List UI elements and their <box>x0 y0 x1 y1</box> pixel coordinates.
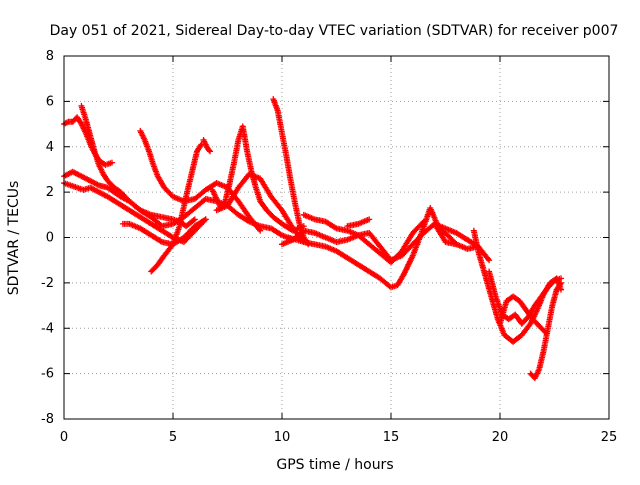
x-tick-label: 25 <box>601 430 618 445</box>
series-arc-6 <box>137 127 264 234</box>
series-arc-20 <box>527 279 565 382</box>
data-point-trail <box>346 217 371 229</box>
data-point-trail <box>215 171 306 244</box>
data-point-trail <box>149 142 204 274</box>
y-tick-label: 4 <box>46 140 54 155</box>
series-arc-15 <box>344 216 373 230</box>
data-point <box>207 148 214 155</box>
data-point-trail <box>201 138 212 154</box>
data-point-trail <box>302 212 426 265</box>
x-tick-label: 10 <box>274 430 291 445</box>
y-tick-label: -8 <box>41 412 54 427</box>
y-tick-label: -2 <box>41 276 54 291</box>
data-points <box>61 96 565 382</box>
y-tick-label: 2 <box>46 185 54 200</box>
data-point-trail <box>210 125 306 233</box>
data-point-trail <box>497 294 548 335</box>
gridlines <box>64 56 609 419</box>
x-tick-label: 20 <box>492 430 509 445</box>
series-arc-16 <box>431 220 493 264</box>
x-tick-label: 0 <box>60 430 68 445</box>
plot-frame <box>63 55 610 420</box>
series-arc-5 <box>119 216 209 248</box>
x-tick-label: 15 <box>383 430 400 445</box>
y-tick-label: 0 <box>46 231 54 246</box>
series-arc-7 <box>148 141 205 275</box>
data-point-trail <box>79 104 197 229</box>
chart-title: Day 051 of 2021, Sidereal Day-to-day VTE… <box>50 23 619 39</box>
y-axis-label: SDTVAR / TECUs <box>6 181 22 296</box>
data-point-trail <box>528 281 564 380</box>
series-arc-14 <box>300 211 427 266</box>
y-tick-label: -6 <box>41 367 54 382</box>
series-arc-4 <box>78 102 198 230</box>
y-tick-label: 6 <box>46 94 54 109</box>
series-arc-11 <box>270 96 312 248</box>
data-point-trail <box>270 97 311 246</box>
y-tick-label: -4 <box>41 321 54 336</box>
x-axis-label: GPS time / hours <box>276 457 393 473</box>
series-arc-19 <box>497 293 549 336</box>
y-tick-label: 8 <box>46 49 54 64</box>
series-arc-8 <box>200 136 214 155</box>
axis-ticks: 0 5 10 15 20 25 -8 -6 -4 -2 0 2 4 6 8 <box>41 49 617 445</box>
x-tick-label: 5 <box>169 430 177 445</box>
